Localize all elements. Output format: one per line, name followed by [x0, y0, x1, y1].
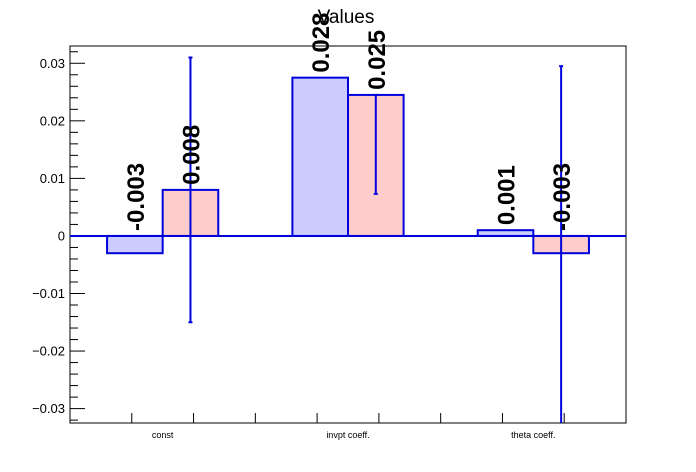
data-labels: -0.003 0.028 0.001 0.008 0.025 -0.003 — [123, 13, 576, 231]
data-label-1-1: 0.025 — [364, 30, 391, 90]
y-axis: 0.03 0.02 0.01 0 −0.01 −0.02 −0.03 — [32, 51, 85, 421]
error-bars — [188, 56, 564, 423]
plot-frame — [69, 45, 627, 424]
x-axis: const invpt coeff. theta coeff. — [131, 413, 565, 440]
x-tick-label: invpt coeff. — [326, 430, 369, 440]
x-tick-label: theta coeff. — [511, 430, 555, 440]
data-label-0-0: -0.003 — [123, 163, 150, 231]
data-label-1-2: -0.003 — [549, 163, 576, 231]
data-label-0-2: 0.001 — [494, 165, 521, 225]
x-tick-label: const — [152, 430, 174, 440]
y-tick-label: 0.01 — [40, 171, 65, 186]
y-tick-label: 0.02 — [40, 113, 65, 128]
y-tick-label: 0.03 — [40, 56, 65, 71]
data-label-1-0: 0.008 — [178, 125, 205, 185]
y-tick-label: −0.02 — [32, 344, 65, 359]
data-label-0-1: 0.028 — [308, 13, 335, 73]
chart-title: Values — [318, 7, 375, 28]
bar-series-0-0 — [106, 234, 164, 255]
y-tick-label: 0 — [58, 228, 65, 243]
y-tick-label: −0.01 — [32, 286, 65, 301]
y-tick-label: −0.03 — [32, 401, 65, 416]
bar-series-0-1 — [291, 76, 349, 237]
